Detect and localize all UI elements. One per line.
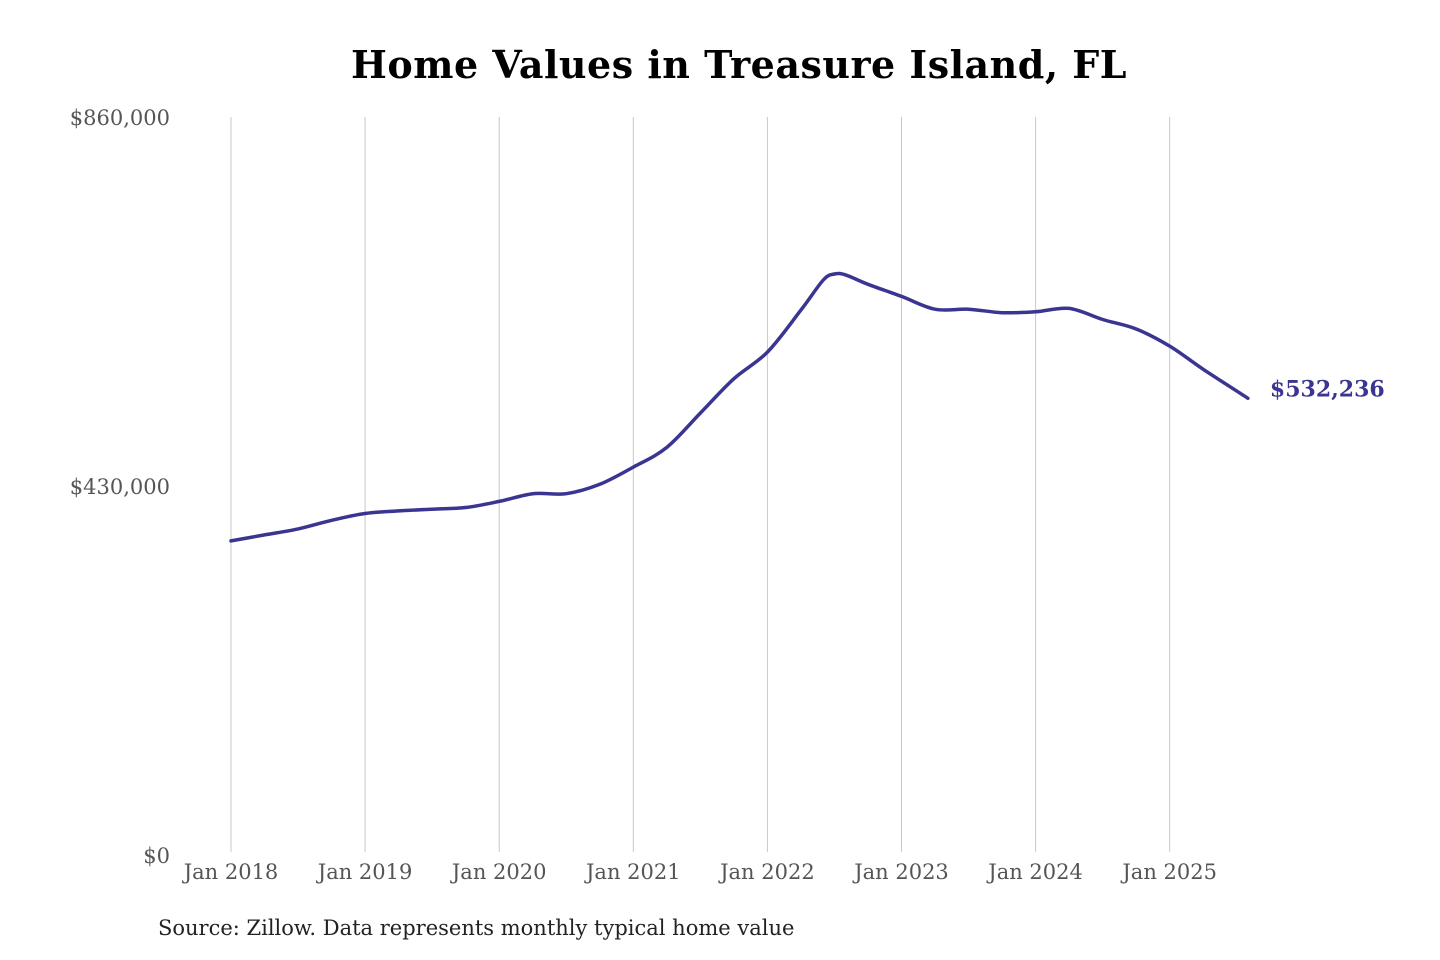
- x-tick-label: Jan 2022: [718, 860, 815, 884]
- y-tick-label: $430,000: [70, 475, 170, 499]
- series-layer: [229, 271, 1250, 543]
- x-tick-label: Jan 2020: [450, 860, 547, 884]
- y-axis-ticks: $0 $430,000 $860,000: [70, 106, 170, 868]
- data-label-layer: $532,236: [1270, 376, 1385, 402]
- end-value-label: $532,236: [1270, 376, 1385, 402]
- x-tick-label: Jan 2023: [852, 860, 949, 884]
- x-tick-label: Jan 2019: [316, 860, 413, 884]
- y-tick-label: $860,000: [70, 106, 170, 130]
- x-tick-label: Jan 2018: [182, 860, 279, 884]
- x-tick-label: Jan 2024: [986, 860, 1083, 884]
- x-axis-ticks: Jan 2018 Jan 2019 Jan 2020 Jan 2021 Jan 2022…: [182, 860, 1217, 884]
- source-note: Source: Zillow. Data represents monthly …: [158, 916, 795, 940]
- chart-title: Home Values in Treasure Island, FL: [351, 42, 1127, 87]
- x-tick-label: Jan 2021: [584, 860, 681, 884]
- grid-lines: [230, 117, 1171, 852]
- y-tick-label: $0: [143, 844, 170, 868]
- x-tick-label: Jan 2025: [1120, 860, 1217, 884]
- series-line: [229, 271, 1250, 543]
